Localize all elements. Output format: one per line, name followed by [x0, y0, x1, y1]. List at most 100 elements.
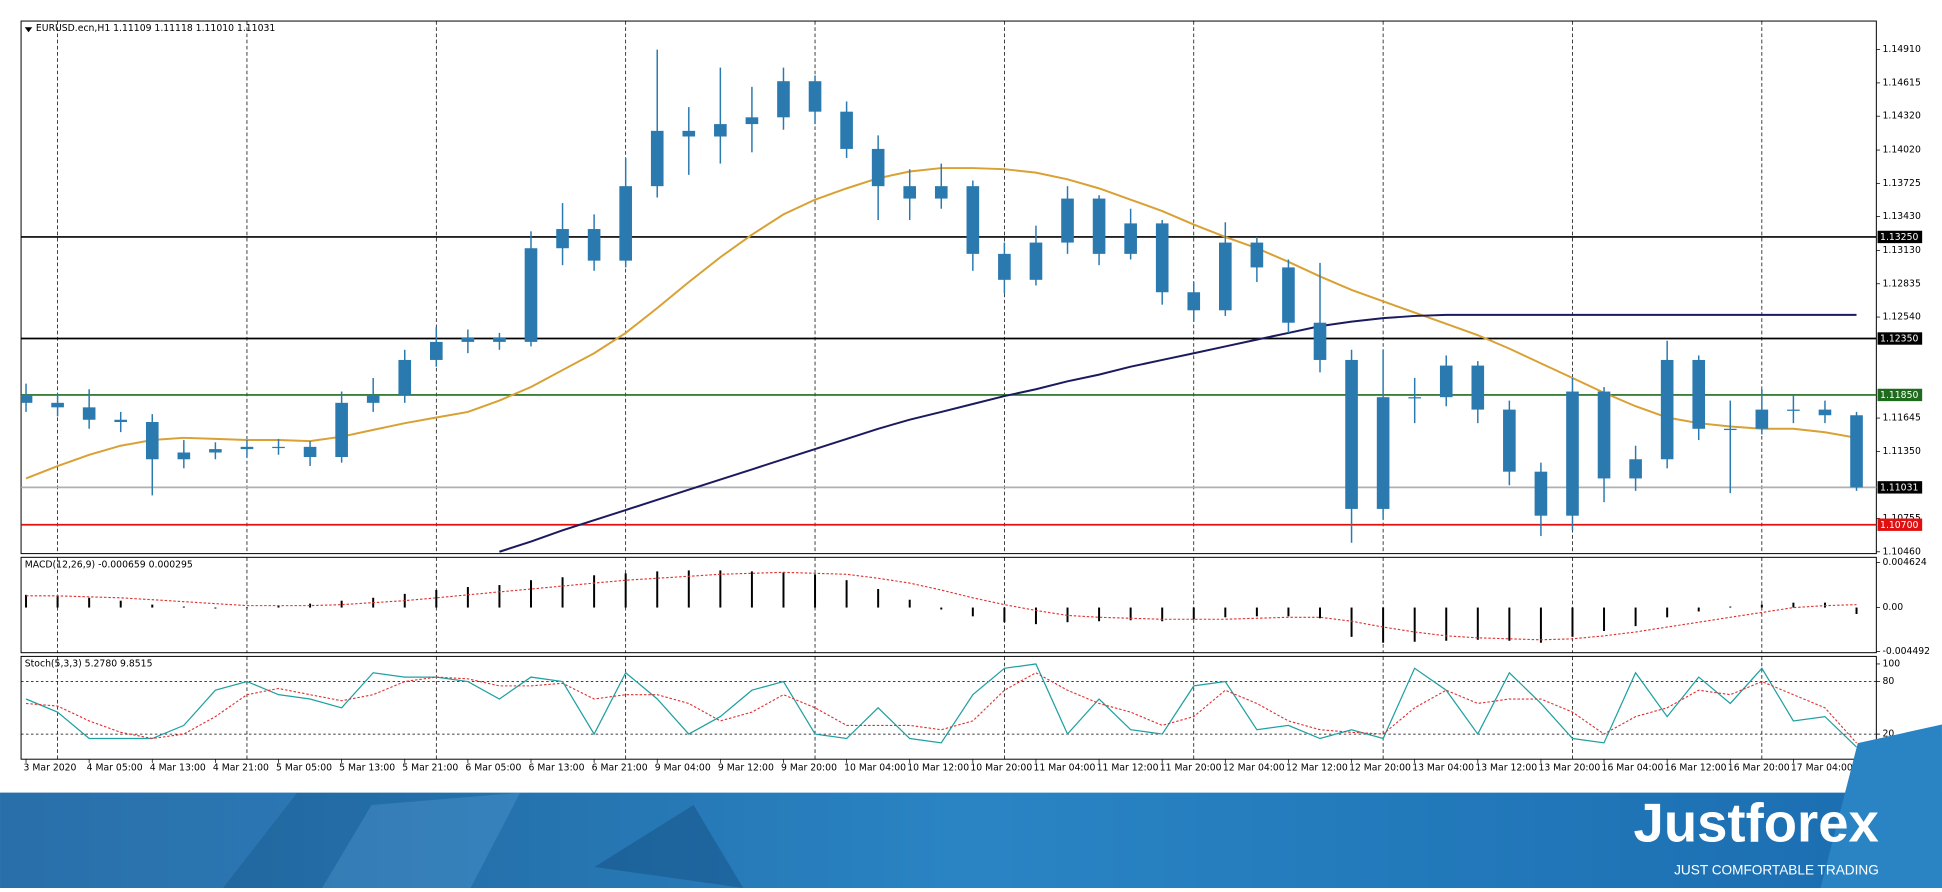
histogram-bar	[877, 588, 880, 608]
candle-body	[650, 130, 664, 187]
y-tick-label: 1.12835	[1883, 278, 1921, 289]
candle-body	[366, 394, 380, 403]
candle-body	[1250, 242, 1264, 268]
x-tick-label: 11 Mar 04:00	[1033, 762, 1095, 773]
candle-body	[682, 130, 696, 137]
level-label-bg	[1877, 388, 1923, 402]
histogram-bar	[530, 580, 532, 608]
histogram-bar	[1319, 607, 1321, 619]
candle-body	[21, 394, 33, 403]
histogram-bar	[561, 577, 564, 608]
x-tick-label: 9 Mar 04:00	[655, 762, 711, 773]
panel-title: EURUSD.ecn,H1 1.11109 1.11118 1.11010 1.…	[36, 23, 275, 34]
panel-title: Stoch(5,3,3) 5.2780 9.8515	[25, 658, 153, 669]
histogram-bar	[687, 570, 690, 608]
candle-body	[1850, 415, 1863, 488]
candle-body	[1376, 397, 1390, 509]
banner-bg	[0, 792, 1942, 888]
candle-body	[1219, 242, 1232, 311]
level-label-bg	[1877, 230, 1923, 244]
candle-body	[1029, 242, 1043, 280]
y-tick-label: 1.14615	[1883, 77, 1921, 88]
candle-body	[1282, 267, 1295, 323]
histogram-bar	[1129, 607, 1132, 621]
histogram-bar	[1161, 607, 1164, 622]
candle-body	[1692, 359, 1706, 429]
histogram-bar	[88, 597, 91, 608]
candle-body	[1503, 409, 1516, 472]
histogram-bar	[182, 606, 185, 608]
histogram-bar	[719, 570, 722, 608]
histogram-bar	[1003, 607, 1006, 623]
histogram-bar	[1603, 607, 1606, 631]
histogram-bar	[1413, 607, 1416, 642]
candle-body	[51, 402, 64, 408]
y-tick-label: 1.13430	[1883, 211, 1921, 222]
candle-body	[335, 402, 348, 458]
x-tick-label: 3 Mar 2020	[24, 762, 77, 773]
histogram-bar	[845, 580, 848, 608]
tagline: JUST COMFORTABLE TRADING	[1674, 862, 1879, 877]
candle-body	[934, 186, 948, 199]
candle-body	[966, 186, 980, 254]
histogram-bar	[25, 594, 28, 608]
histogram-bar	[277, 605, 280, 608]
x-tick-label: 4 Mar 05:00	[87, 762, 143, 773]
level-label: 1.11850	[1880, 390, 1918, 401]
histogram-bar	[1855, 607, 1858, 614]
banner-shape	[0, 792, 298, 888]
moving-average	[499, 313, 1857, 553]
candle-body	[1061, 198, 1074, 243]
candle-body	[114, 419, 128, 423]
histogram-bar	[1729, 606, 1732, 608]
x-tick-label: 17 Mar 04:00	[1791, 762, 1853, 773]
histogram-bar	[624, 573, 627, 608]
candle-body	[1755, 409, 1769, 429]
candle-body	[461, 337, 475, 342]
x-tick-label: 5 Mar 13:00	[339, 762, 395, 773]
x-tick-label: 13 Mar 04:00	[1412, 762, 1474, 773]
histogram-bar	[1034, 607, 1037, 625]
x-tick-label: 12 Mar 20:00	[1349, 762, 1411, 773]
x-tick-label: 4 Mar 13:00	[150, 762, 206, 773]
title-marker	[24, 27, 33, 33]
candle-body	[1534, 471, 1548, 516]
x-tick-label: 5 Mar 21:00	[402, 762, 458, 773]
candle-body	[1787, 409, 1800, 411]
histogram-bar	[1382, 607, 1385, 643]
y-tick-label: 0.004624	[1883, 557, 1927, 568]
banner-shape	[322, 792, 521, 888]
candle-body	[398, 359, 412, 395]
logo: Justforex	[1634, 793, 1879, 854]
histogram-bar	[1350, 607, 1353, 637]
candle-body	[1155, 223, 1169, 293]
x-tick-label: 16 Mar 12:00	[1665, 762, 1727, 773]
histogram-bar	[971, 607, 974, 617]
y-tick-label: 20	[1883, 729, 1895, 740]
histogram-bar	[1760, 604, 1763, 608]
candle-body	[903, 186, 917, 199]
banner-shape	[1820, 724, 1942, 888]
x-tick-label: 12 Mar 04:00	[1223, 762, 1285, 773]
x-tick-label: 6 Mar 21:00	[592, 762, 648, 773]
candle-body	[177, 452, 191, 460]
y-tick-label: 1.11645	[1883, 413, 1921, 424]
panel-frame	[20, 20, 1877, 555]
level-label-bg	[1877, 481, 1923, 494]
candle-body	[82, 407, 96, 420]
histogram-bar	[1666, 607, 1669, 618]
histogram-bar	[1255, 607, 1258, 617]
histogram-bar	[1792, 602, 1795, 608]
candle-body	[745, 117, 759, 125]
candle-body	[1124, 223, 1137, 254]
histogram-bar	[814, 574, 817, 608]
histogram-bar	[940, 607, 943, 610]
candle-body	[1629, 459, 1642, 479]
histogram-bar	[1697, 607, 1700, 612]
x-tick-label: 9 Mar 20:00	[781, 762, 837, 773]
x-tick-label: 10 Mar 12:00	[907, 762, 969, 773]
histogram-bar	[151, 604, 154, 608]
x-tick-label: 6 Mar 13:00	[529, 762, 585, 773]
x-tick-label: 16 Mar 20:00	[1728, 762, 1790, 773]
level-label-bg	[1877, 518, 1923, 531]
